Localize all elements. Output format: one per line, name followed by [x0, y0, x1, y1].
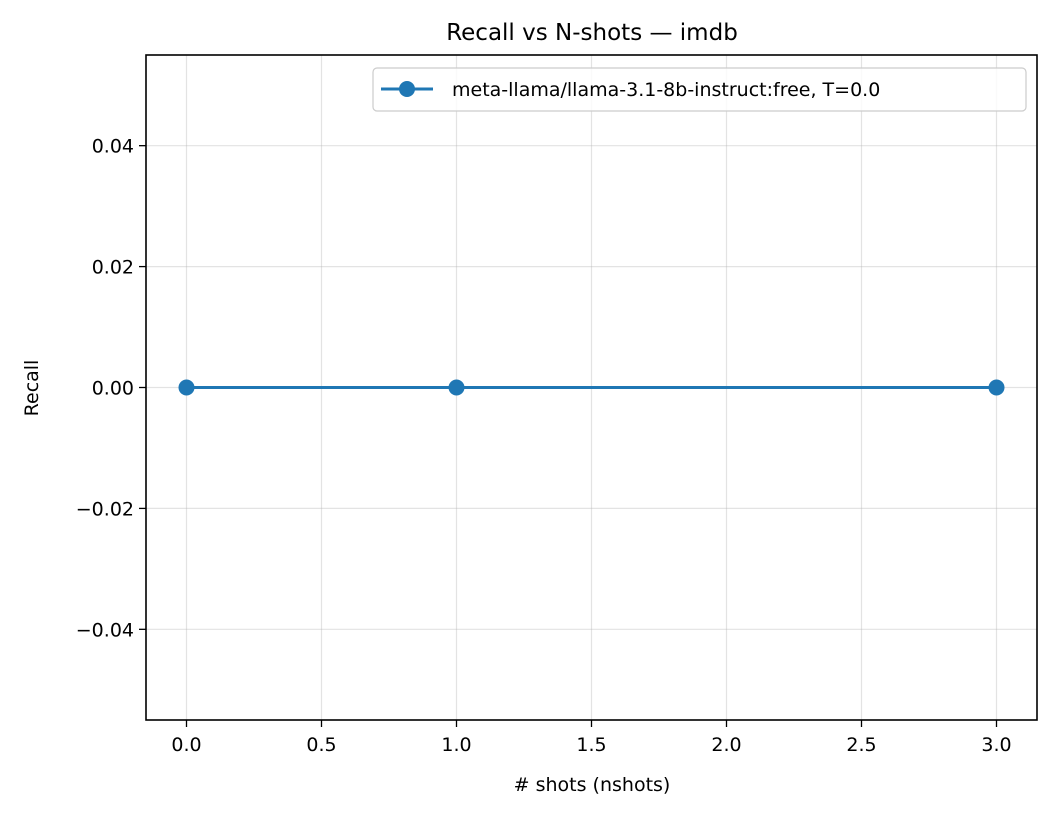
x-tick-label: 3.0 — [981, 734, 1011, 756]
x-tick-label: 0.0 — [171, 734, 201, 756]
x-axis-label: # shots (nshots) — [514, 774, 671, 796]
data-point — [988, 379, 1005, 396]
x-axis-ticks: 0.0 0.5 1.0 1.5 2.0 2.5 3.0 — [171, 720, 1012, 756]
y-tick-label: 0.00 — [92, 378, 134, 400]
data-point — [178, 379, 195, 396]
legend-series-label: meta-llama/llama-3.1-8b-instruct:free, T… — [452, 79, 880, 101]
legend-box — [372, 67, 1027, 112]
x-tick-label: 2.5 — [846, 734, 876, 756]
y-tick-label: 0.04 — [92, 136, 134, 158]
y-axis-label: Recall — [21, 360, 43, 417]
y-tick-label: −0.02 — [76, 498, 134, 520]
legend: meta-llama/llama-3.1-8b-instruct:free, T… — [372, 67, 1027, 112]
y-tick-label: 0.02 — [92, 257, 134, 279]
y-tick-label: −0.04 — [76, 619, 134, 641]
x-tick-label: 1.0 — [441, 734, 471, 756]
x-tick-label: 0.5 — [306, 734, 336, 756]
y-axis-ticks: −0.04 −0.02 0.00 0.02 0.04 — [76, 136, 146, 641]
legend-series-marker — [399, 81, 415, 97]
x-tick-label: 2.0 — [711, 734, 741, 756]
x-tick-label: 1.5 — [576, 734, 606, 756]
chart-title: Recall vs N-shots — imdb — [446, 20, 738, 46]
series-layer — [178, 379, 1005, 396]
data-point — [448, 379, 465, 396]
